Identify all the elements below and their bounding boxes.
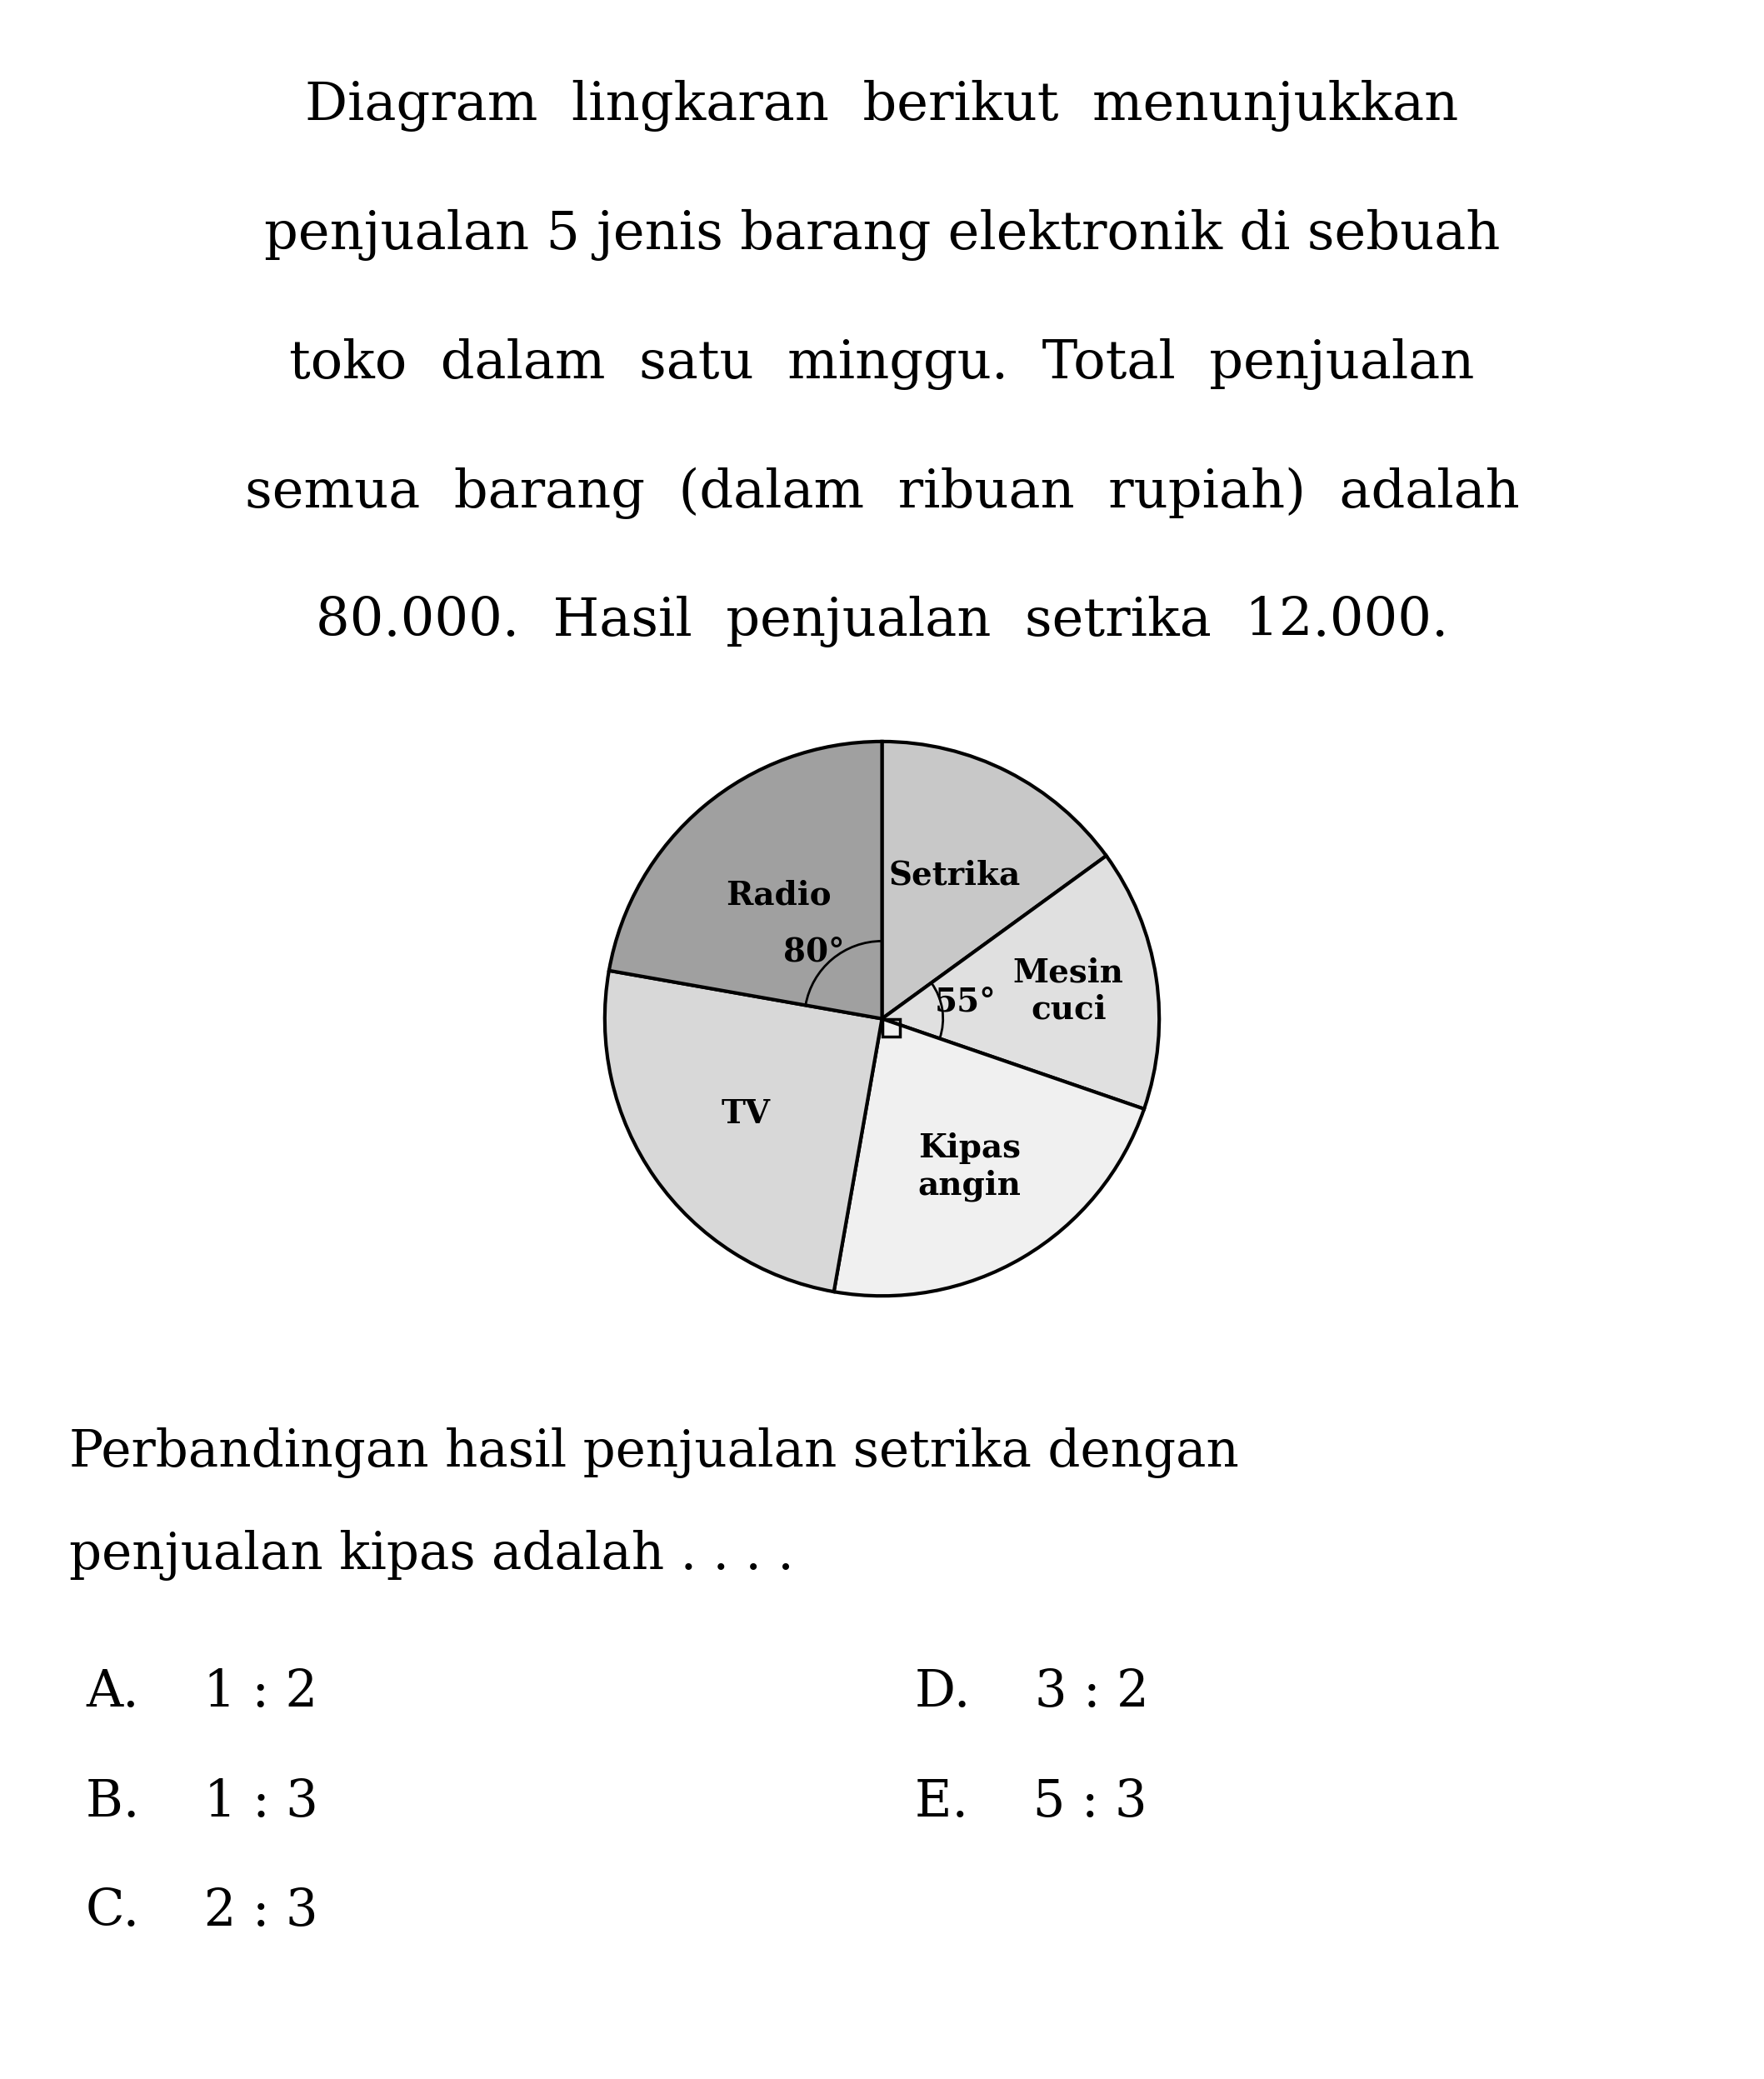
Text: A.    1 : 2: A. 1 : 2 — [86, 1667, 318, 1717]
Text: penjualan 5 jenis barang elektronik di sebuah: penjualan 5 jenis barang elektronik di s… — [265, 210, 1499, 260]
Text: B.    1 : 3: B. 1 : 3 — [86, 1778, 319, 1827]
Text: D.    3 : 2: D. 3 : 2 — [916, 1667, 1148, 1717]
Text: toko  dalam  satu  minggu.  Total  penjualan: toko dalam satu minggu. Total penjualan — [289, 339, 1475, 389]
Wedge shape — [609, 742, 882, 1019]
Wedge shape — [882, 857, 1159, 1108]
Text: Setrika: Setrika — [889, 859, 1021, 892]
Text: 80.000.  Hasil  penjualan  setrika  12.000.: 80.000. Hasil penjualan setrika 12.000. — [316, 597, 1448, 647]
Text: penjualan kipas adalah . . . .: penjualan kipas adalah . . . . — [69, 1530, 794, 1580]
Wedge shape — [834, 1019, 1145, 1295]
Text: Kipas
angin: Kipas angin — [917, 1133, 1021, 1202]
Bar — [882, 1019, 900, 1037]
Text: C.    2 : 3: C. 2 : 3 — [86, 1888, 318, 1938]
Text: TV: TV — [721, 1098, 771, 1131]
Text: Mesin
cuci: Mesin cuci — [1013, 956, 1124, 1025]
Text: 80°: 80° — [783, 936, 845, 967]
Text: Radio: Radio — [727, 879, 831, 911]
Text: semua  barang  (dalam  ribuan  rupiah)  adalah: semua barang (dalam ribuan rupiah) adala… — [245, 466, 1519, 520]
Text: Perbandingan hasil penjualan setrika dengan: Perbandingan hasil penjualan setrika den… — [69, 1426, 1240, 1478]
Wedge shape — [605, 971, 882, 1291]
Text: Diagram  lingkaran  berikut  menunjukkan: Diagram lingkaran berikut menunjukkan — [305, 81, 1459, 131]
Wedge shape — [882, 742, 1106, 1019]
Text: 55°: 55° — [935, 985, 997, 1019]
Text: E.    5 : 3: E. 5 : 3 — [916, 1778, 1147, 1827]
